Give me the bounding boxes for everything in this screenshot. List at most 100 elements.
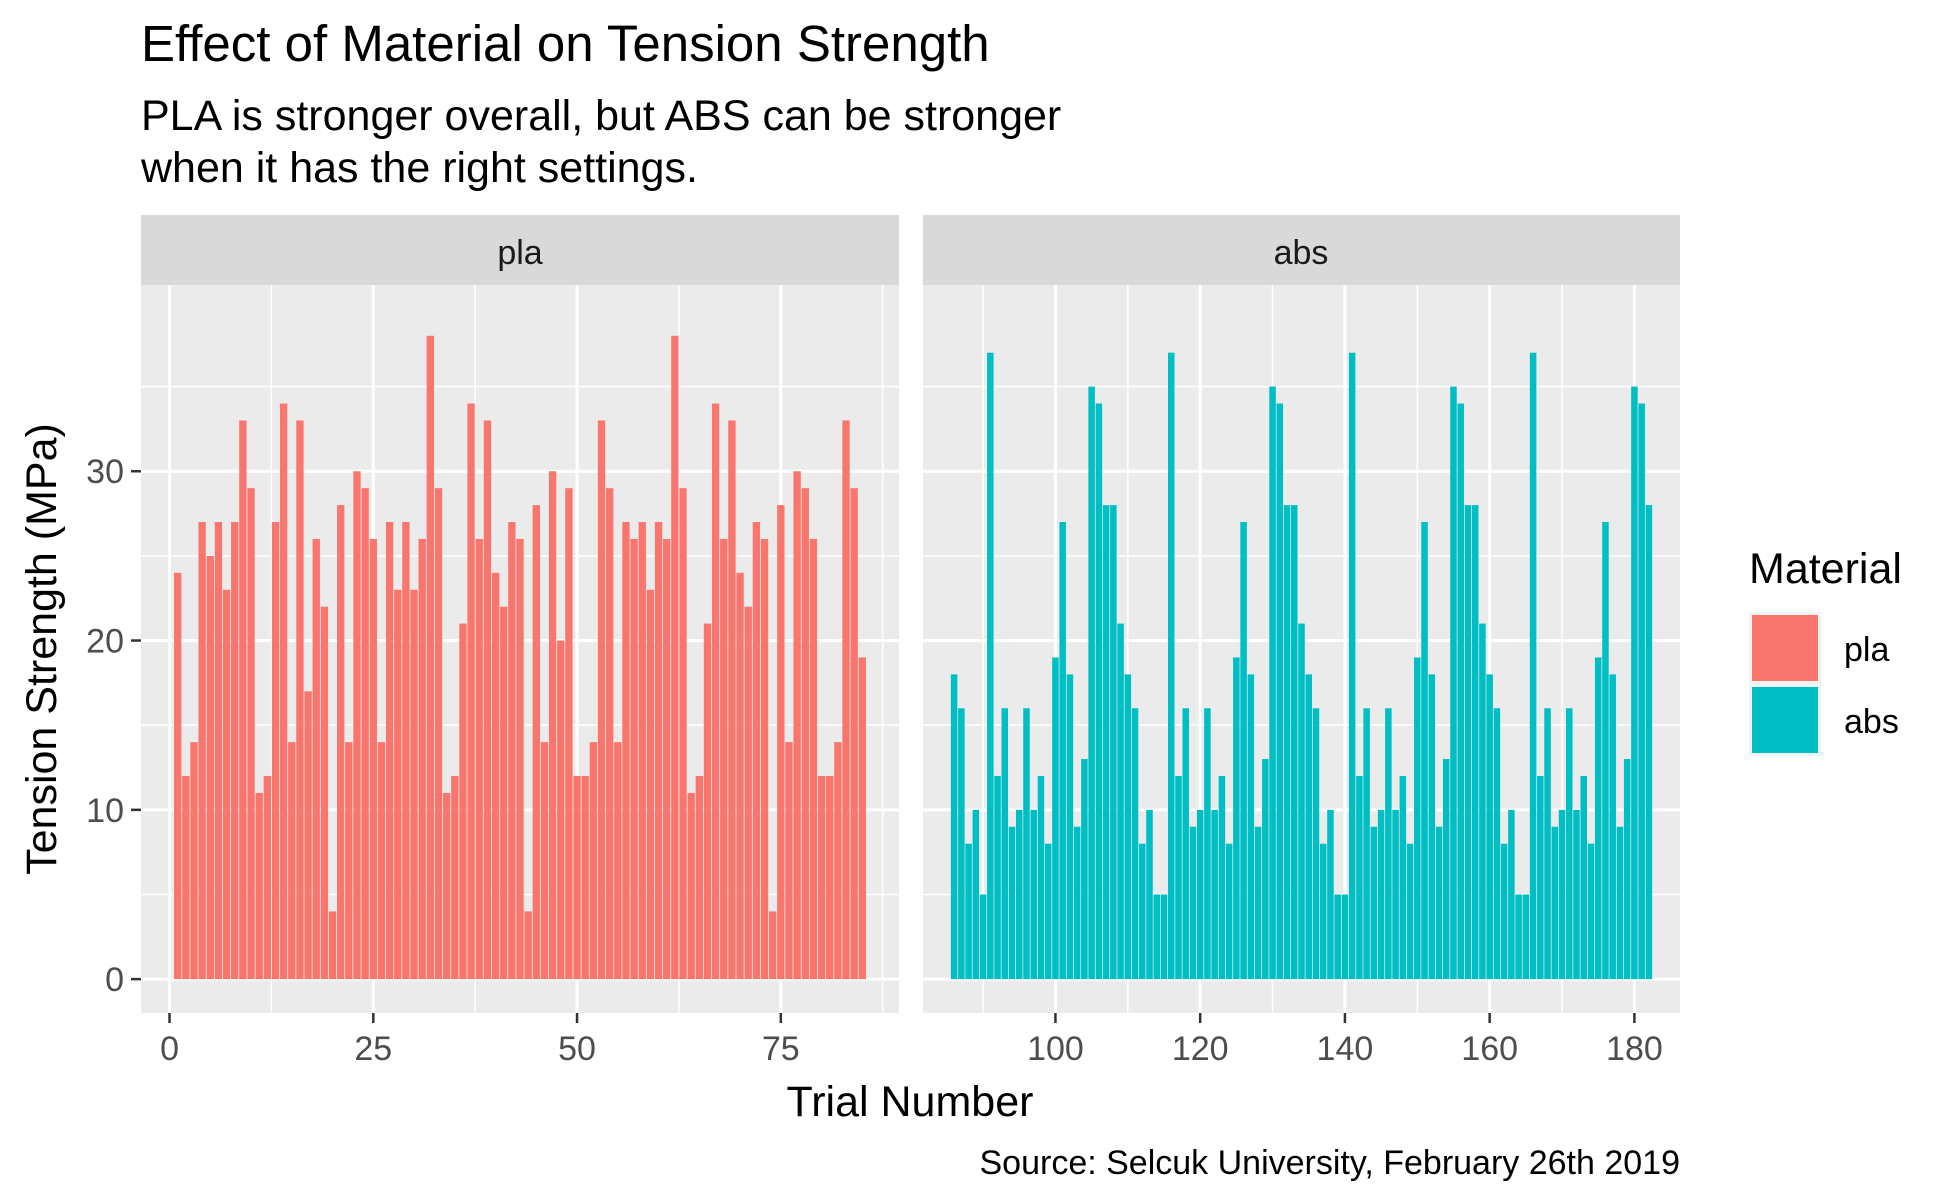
bar-abs [1385, 708, 1392, 980]
bar-abs [1580, 775, 1588, 980]
bar-pla [459, 623, 467, 980]
x-axis-abs: 100 120 140 160 180 [1027, 1013, 1663, 1068]
bar-abs [987, 352, 994, 980]
bar-abs [1515, 894, 1522, 980]
bar-abs [1189, 826, 1197, 980]
bar-abs [1175, 775, 1182, 980]
facet-panel-pla: pla [141, 215, 899, 1013]
strip-background-abs [923, 215, 1680, 285]
bar-abs [1066, 674, 1074, 980]
bar-abs [1370, 826, 1378, 980]
y-tick-label: 30 [86, 453, 124, 491]
bar-abs [1117, 623, 1124, 980]
x-axis-title: Trial Number [787, 1078, 1034, 1126]
bar-abs [1312, 708, 1320, 980]
bar-pla [834, 742, 842, 980]
bar-abs [1008, 826, 1016, 980]
chart-subtitle-line-2: when it has the right settings. [140, 144, 698, 192]
bar-pla [548, 471, 557, 980]
bar-abs [1551, 826, 1559, 980]
legend-swatch-abs [1752, 687, 1818, 753]
y-axis: 0 10 20 30 [86, 453, 141, 999]
bar-abs [1059, 522, 1066, 980]
bar-abs [1095, 403, 1103, 980]
bar-abs [1037, 775, 1045, 980]
x-tick-label: 0 [160, 1030, 179, 1068]
y-tick-label: 0 [105, 961, 124, 999]
bar-pla [540, 742, 549, 980]
bar-abs [958, 708, 965, 980]
bar-abs [1015, 809, 1023, 980]
bar-abs [1508, 809, 1515, 980]
bar-pla [597, 420, 606, 980]
bar-pla [760, 538, 769, 980]
bar-abs [1276, 403, 1284, 980]
bar-abs [1254, 826, 1262, 980]
x-tick-label: 180 [1606, 1030, 1663, 1068]
bar-pla [385, 522, 394, 980]
bar-abs [979, 894, 987, 980]
bar-abs [1160, 894, 1168, 980]
bar-abs [1566, 708, 1573, 980]
bar-abs [1464, 505, 1472, 980]
bar-pla [345, 742, 353, 980]
chart-title: Effect of Material on Tension Strength [141, 15, 990, 72]
legend-label-pla: pla [1844, 631, 1889, 669]
bar-abs [1414, 657, 1421, 980]
bar-pla [377, 742, 386, 980]
bar-abs [1522, 894, 1530, 980]
bar-abs [1334, 894, 1341, 980]
bar-abs [1377, 809, 1385, 980]
x-tick-label: 75 [762, 1030, 800, 1068]
bar-abs [1500, 843, 1508, 980]
strip-label-abs: abs [1274, 234, 1329, 272]
bar-pla [402, 522, 410, 980]
x-tick-label: 25 [354, 1030, 392, 1068]
bar-pla [475, 538, 483, 980]
bar-pla [312, 538, 320, 980]
bar-abs [1623, 759, 1631, 980]
x-tick-label: 120 [1172, 1030, 1229, 1068]
bar-pla [728, 420, 736, 980]
bar-pla [744, 606, 752, 980]
bar-pla [320, 606, 329, 980]
bar-pla [809, 538, 818, 980]
bar-pla [255, 792, 263, 980]
bar-abs [1269, 386, 1276, 980]
bar-abs [1363, 708, 1370, 980]
bar-abs [1645, 505, 1653, 980]
bar-pla [736, 572, 744, 980]
bar-pla [557, 640, 565, 980]
bar-pla [589, 742, 598, 980]
bar-abs [1602, 522, 1609, 980]
bar-abs [1558, 809, 1566, 980]
bar-pla [198, 522, 206, 980]
bar-pla [279, 403, 288, 980]
bar-pla [467, 403, 475, 980]
bar-abs [1233, 657, 1240, 980]
bar-abs [1225, 843, 1233, 980]
bar-pla [328, 911, 337, 980]
bar-abs [1544, 708, 1551, 980]
bar-pla [842, 420, 850, 980]
bar-abs [1479, 623, 1486, 980]
bar-pla [491, 572, 500, 980]
x-tick-label: 140 [1317, 1030, 1374, 1068]
bar-pla [720, 538, 728, 980]
bar-abs [1218, 775, 1226, 980]
bar-abs [1442, 759, 1450, 980]
bar-abs [1204, 708, 1211, 980]
bar-abs [1616, 826, 1624, 980]
bar-pla [190, 742, 198, 980]
facet-panel-abs: abs [923, 215, 1680, 1013]
bar-abs [1291, 505, 1298, 980]
bar-abs [1428, 674, 1436, 980]
bar-abs [1399, 775, 1407, 980]
bar-abs [1088, 386, 1095, 980]
bar-pla [850, 488, 858, 980]
bar-pla [703, 623, 712, 980]
legend-label-abs: abs [1844, 703, 1899, 741]
bar-abs [1356, 775, 1363, 980]
bar-pla [663, 538, 671, 980]
x-axis-pla: 0 25 50 75 [160, 1013, 800, 1068]
